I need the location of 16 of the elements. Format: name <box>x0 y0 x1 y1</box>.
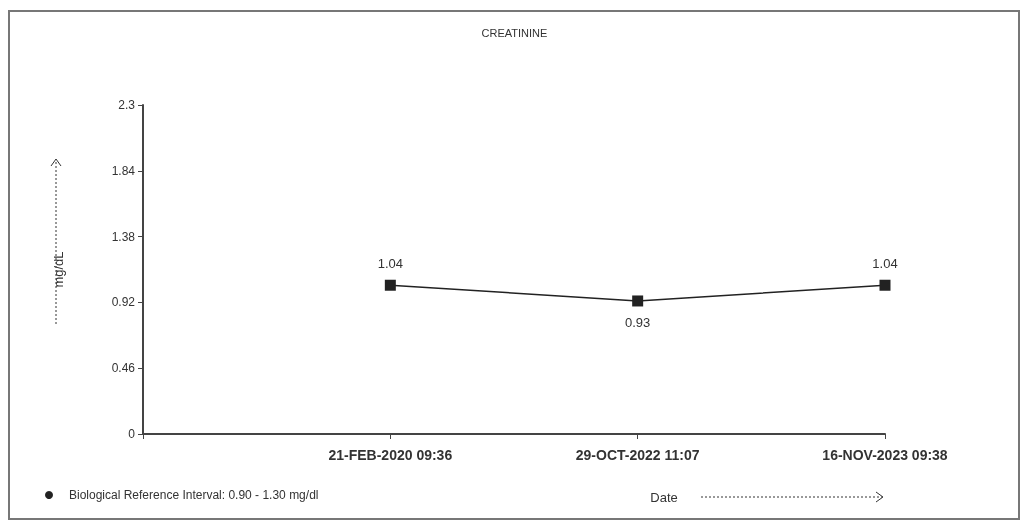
chart-title: CREATININE <box>481 26 548 39</box>
data-label: 0.93 <box>625 315 651 331</box>
y-tick-label: 1.84 <box>111 163 136 178</box>
data-label: 1.04 <box>377 255 403 271</box>
y-tick-label: 0.46 <box>111 361 136 376</box>
x-tick-label: 29-OCT-2022 11:07 <box>575 447 700 463</box>
x-axis-title: Date <box>650 490 678 505</box>
y-tick-label: 0 <box>128 427 136 441</box>
x-tick-label: 16-NOV-2023 09:38 <box>822 447 948 463</box>
data-label: 1.04 <box>872 255 898 271</box>
legend-label: Biological Reference Interval: 0.90 - 1.30 mg/dl <box>69 488 319 502</box>
y-axis-title: mg/dL <box>51 251 66 288</box>
y-tick-label: 1.38 <box>111 229 136 244</box>
x-tick-label: 21-FEB-2020 09:36 <box>328 447 453 463</box>
y-tick-label: 2.3 <box>118 98 136 112</box>
y-tick-label: 0.92 <box>111 295 136 310</box>
